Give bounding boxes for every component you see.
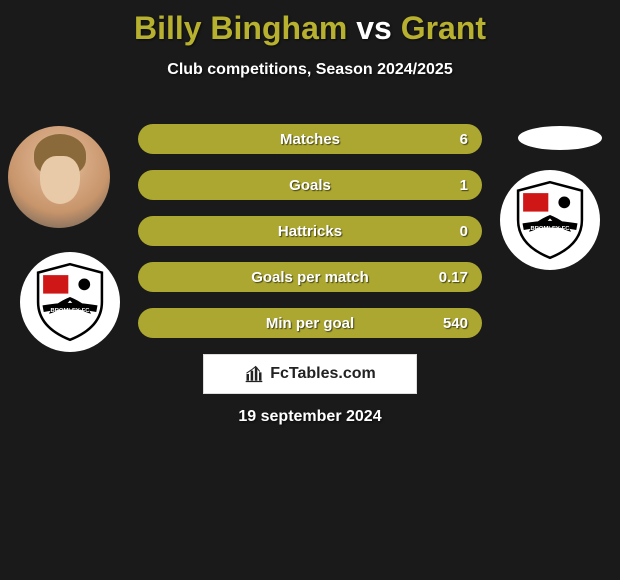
stat-label: Matches: [138, 124, 482, 154]
stat-value-right: 6: [460, 124, 468, 154]
player1-club-badge: BROMLEY·FC: [20, 252, 120, 352]
stat-bar: Goals 1: [138, 170, 482, 200]
stats-bars: Matches 6 Goals 1 Hattricks 0 Goals per …: [138, 124, 482, 354]
subtitle: Club competitions, Season 2024/2025: [0, 61, 620, 79]
svg-text:BROMLEY·FC: BROMLEY·FC: [530, 226, 570, 232]
stat-value-right: 540: [443, 308, 468, 338]
stat-label: Hattricks: [138, 216, 482, 246]
stat-label: Goals per match: [138, 262, 482, 292]
player2-club-badge: BROMLEY·FC: [500, 170, 600, 270]
stat-value-right: 1: [460, 170, 468, 200]
stat-value-right: 0.17: [439, 262, 468, 292]
svg-text:BROMLEY·FC: BROMLEY·FC: [50, 308, 90, 314]
stat-bar: Hattricks 0: [138, 216, 482, 246]
stat-bar: Min per goal 540: [138, 308, 482, 338]
stat-label: Goals: [138, 170, 482, 200]
shield-icon: BROMLEY·FC: [28, 260, 112, 344]
bar-chart-icon: [244, 364, 264, 384]
player2-avatar: [518, 126, 602, 150]
title-player1: Billy Bingham: [134, 10, 347, 46]
watermark-text: FcTables.com: [270, 365, 376, 383]
player1-avatar: [8, 126, 110, 228]
shield-icon: BROMLEY·FC: [508, 178, 592, 262]
date-text: 19 september 2024: [0, 408, 620, 426]
title-vs: vs: [356, 10, 392, 46]
stat-bar: Matches 6: [138, 124, 482, 154]
page-title: Billy Bingham vs Grant: [0, 0, 620, 47]
title-player2: Grant: [401, 10, 486, 46]
stat-label: Min per goal: [138, 308, 482, 338]
stat-value-right: 0: [460, 216, 468, 246]
watermark[interactable]: FcTables.com: [203, 354, 417, 394]
stat-bar: Goals per match 0.17: [138, 262, 482, 292]
